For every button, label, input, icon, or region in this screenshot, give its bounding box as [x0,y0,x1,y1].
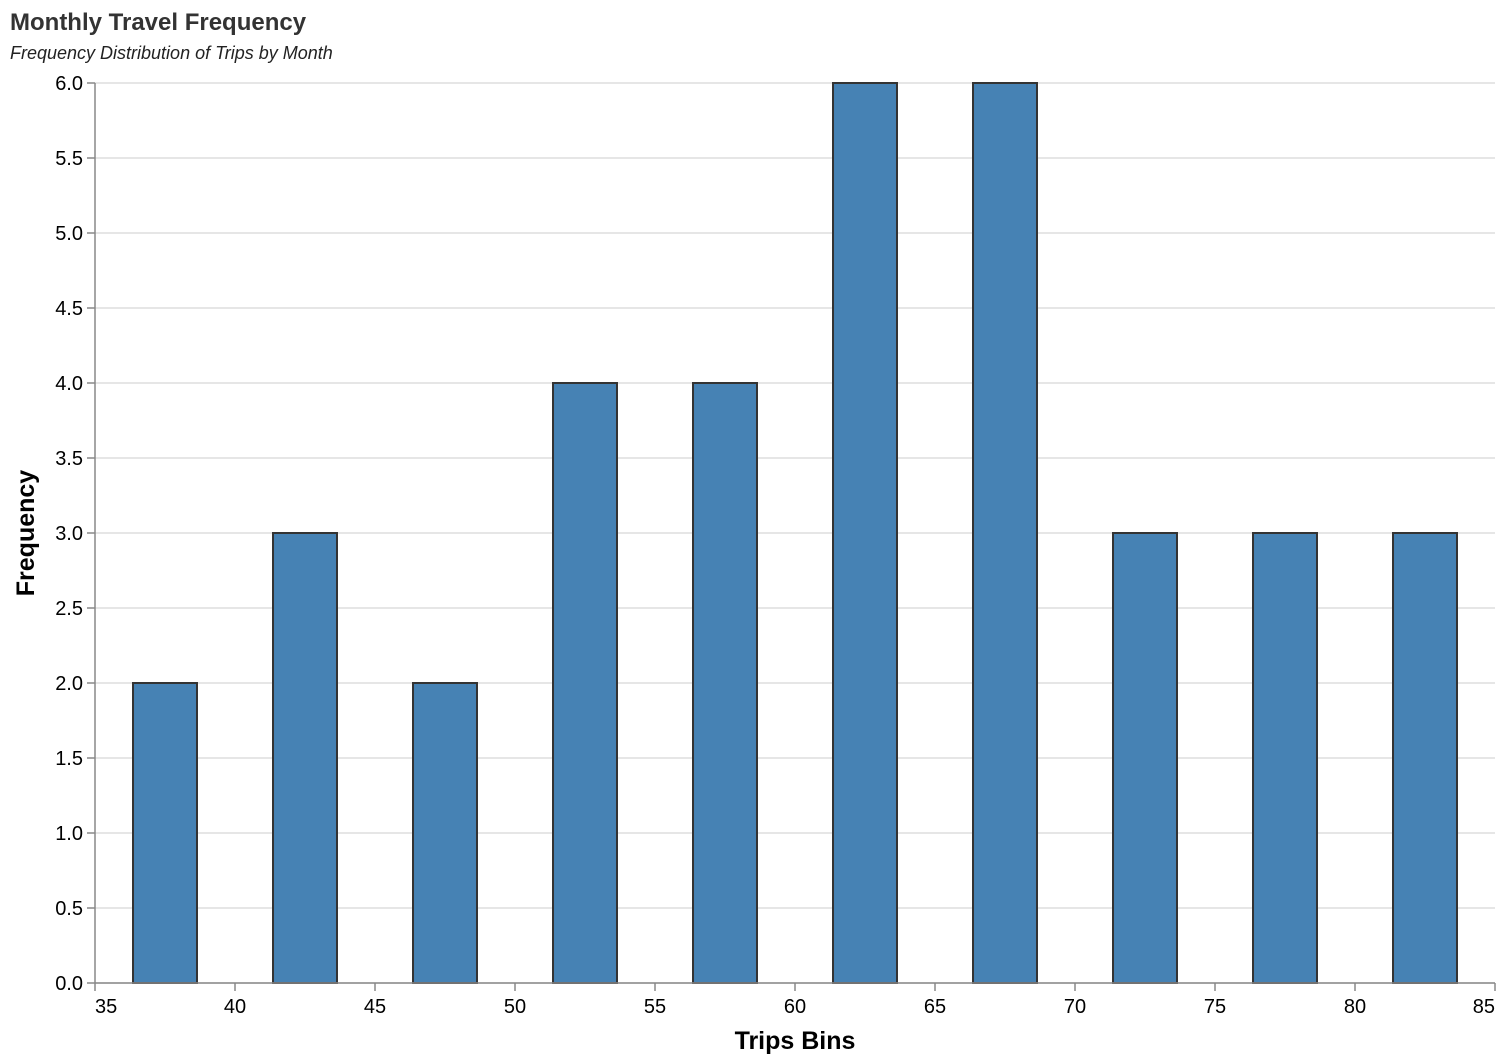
y-tick-label: 0.0 [55,973,83,995]
histogram-bar [552,382,618,984]
histogram-bar [412,682,478,984]
y-tick-label: 5.5 [55,148,83,170]
histogram-bar [1112,532,1178,984]
x-tick-label: 85 [1473,996,1495,1018]
x-tick-label: 45 [364,996,386,1018]
x-tick-label: 75 [1204,996,1226,1018]
y-axis-title: Frequency [12,470,40,597]
y-tick-label: 5.0 [55,223,83,245]
y-tick-label: 2.5 [55,598,83,620]
y-tick-label: 0.5 [55,898,83,920]
histogram-bar [272,532,338,984]
y-tick-label: 4.0 [55,373,83,395]
histogram-bar [1392,532,1458,984]
y-tick-label: 2.0 [55,673,83,695]
chart-subtitle: Frequency Distribution of Trips by Month [10,43,333,63]
y-axis-ticks: 0.0 0.5 1.0 1.5 2.0 2.5 3.0 3.5 4.0 4.5 5.0 5.5 6.0 [55,73,95,995]
x-tick-label: 40 [224,996,246,1018]
histogram-bar [692,382,758,984]
bars [132,82,1458,984]
y-tick-label: 3.0 [55,523,83,545]
y-tick-label: 6.0 [55,73,83,95]
y-tick-label: 4.5 [55,298,83,320]
y-tick-label: 1.5 [55,748,83,770]
x-axis-title: Trips Bins [735,1027,856,1055]
x-tick-label: 50 [504,996,526,1018]
x-axis-ticks: 35 40 45 50 55 60 65 70 75 80 85 [94,983,1496,1018]
x-tick-label: 55 [644,996,666,1018]
x-tick-label: 70 [1064,996,1086,1018]
x-tick-label: 65 [924,996,946,1018]
histogram-bar [832,82,898,984]
y-tick-label: 1.0 [55,823,83,845]
histogram-bar [132,682,198,984]
x-tick-label: 80 [1344,996,1366,1018]
histogram-bar [1252,532,1318,984]
x-tick-label: 35 [95,996,117,1018]
y-tick-label: 3.5 [55,448,83,470]
x-tick-label: 60 [784,996,806,1018]
histogram-bar [972,82,1038,984]
chart-title: Monthly Travel Frequency [10,9,307,36]
